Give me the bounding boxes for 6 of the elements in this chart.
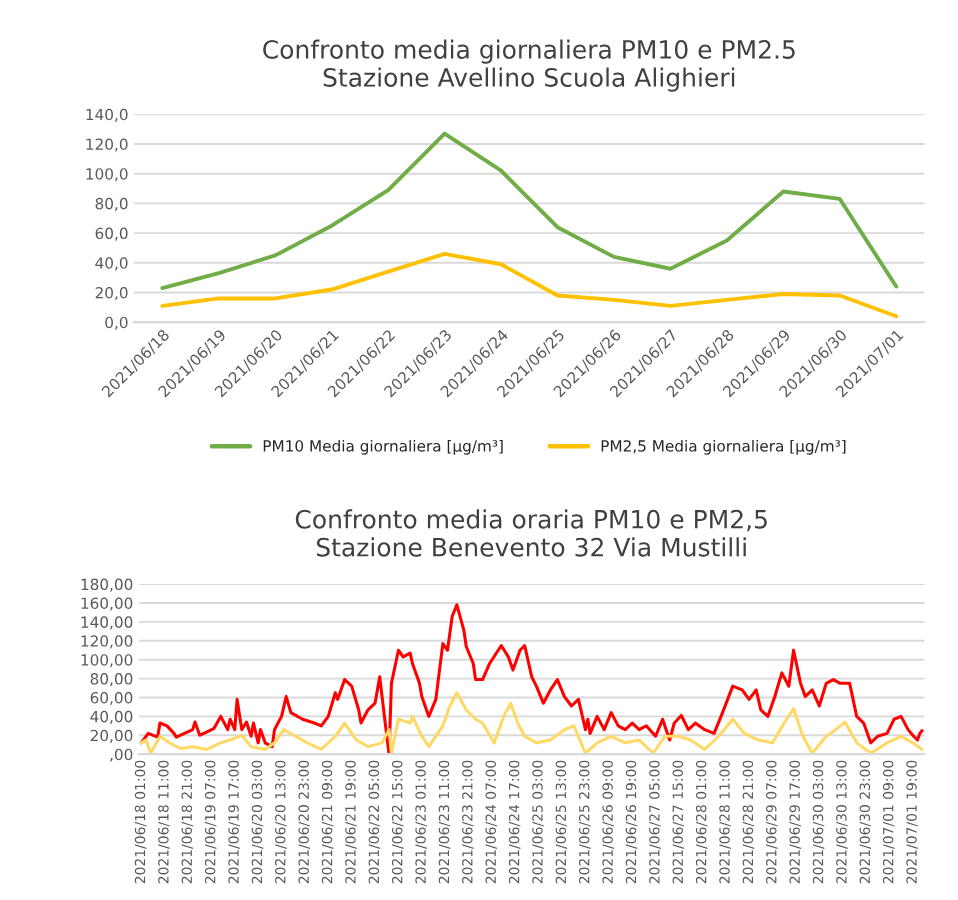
chart-title: Confronto media oraria PM10 e PM2,5 Stazione Benevento 32 Via Mustilli [295,509,767,557]
line-series [160,131,899,290]
chart-title: Confronto media giornaliera PM10 e PM2.5 Stazione Avellino Scuola Alighieri [263,39,795,92]
line-series [139,691,924,755]
line-series [160,251,899,319]
line-series [139,603,924,755]
